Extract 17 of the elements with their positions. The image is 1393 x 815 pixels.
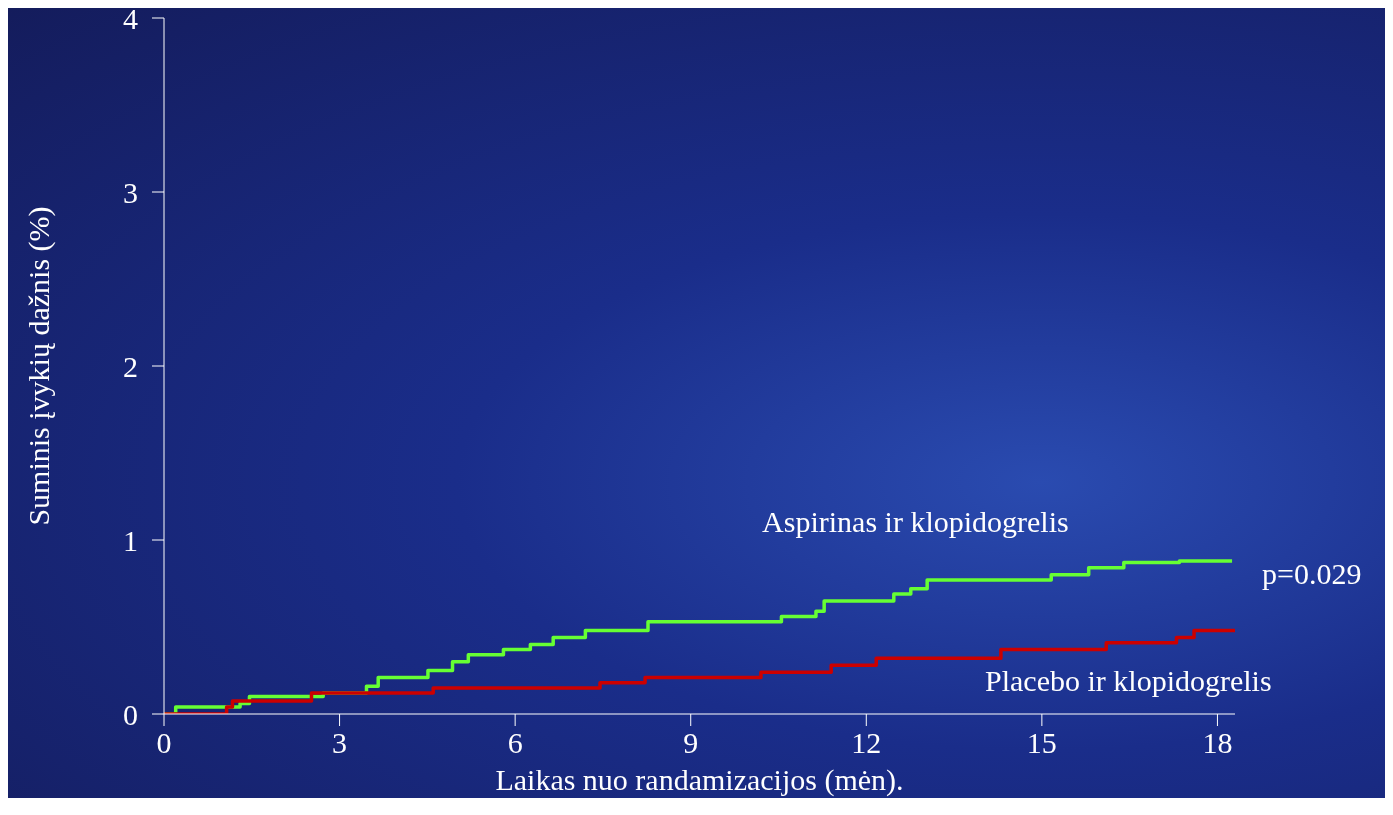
x-tick-label: 18 xyxy=(1202,726,1233,760)
y-tick-label: 4 xyxy=(123,1,138,35)
annotation: p=0.029 xyxy=(1262,556,1362,591)
y-axis-title: Suminis įvykių dažnis (%) xyxy=(21,206,56,526)
y-tick-label: 1 xyxy=(123,523,138,557)
x-tick-label: 3 xyxy=(332,726,348,760)
x-tick-label: 12 xyxy=(851,726,882,760)
y-tick-label: 0 xyxy=(123,697,138,731)
y-tick-label: 3 xyxy=(123,175,138,209)
x-tick-label: 9 xyxy=(683,726,699,760)
x-tick-label: 0 xyxy=(156,726,172,760)
series-label: Aspirinas ir klopidogrelis xyxy=(762,504,1069,539)
x-tick-label: 15 xyxy=(1026,726,1057,760)
y-tick-label: 2 xyxy=(123,349,138,383)
x-axis-title: Laikas nuo randamizacijos (mėn). xyxy=(495,763,904,797)
x-tick-label: 6 xyxy=(507,726,523,760)
series-label: Placebo ir klopidogrelis xyxy=(985,664,1272,699)
